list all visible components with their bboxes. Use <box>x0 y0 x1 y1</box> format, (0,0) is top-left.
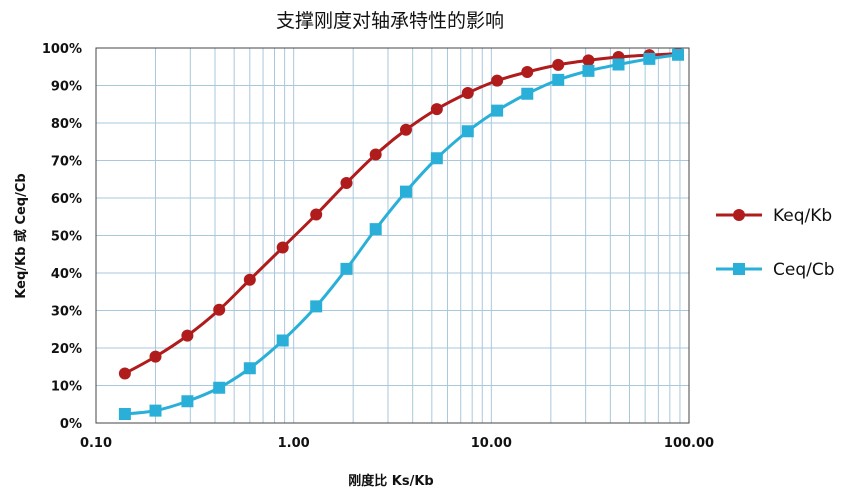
y-axis-ticks: 0% 10% 20% 30% 40% 50% 60% 70% 80% 90% 100% <box>42 42 82 432</box>
x-axis-label: 刚度比 Ks/Kb <box>348 473 433 489</box>
legend: Keq/Kb Ceq/Cb <box>716 206 835 280</box>
y-tick-label: 10% <box>51 380 82 395</box>
data-point <box>310 208 323 221</box>
data-point <box>430 103 443 116</box>
data-point <box>181 329 194 342</box>
data-point <box>149 404 162 417</box>
data-point <box>340 177 353 189</box>
y-tick-label: 40% <box>51 267 82 282</box>
series-1 <box>118 47 685 380</box>
data-point <box>399 123 412 136</box>
x-tick-label: 10.00 <box>471 436 512 451</box>
data-point <box>643 52 656 65</box>
data-point <box>461 87 474 99</box>
data-point <box>582 54 595 67</box>
grid <box>96 48 689 423</box>
data-point <box>582 64 595 77</box>
y-tick-label: 90% <box>51 80 82 95</box>
y-tick-label: 0% <box>60 417 82 432</box>
data-point <box>118 367 131 380</box>
data-point <box>491 74 504 87</box>
y-tick-label: 50% <box>51 230 82 245</box>
data-point <box>243 273 256 286</box>
data-point <box>310 300 323 313</box>
legend-marker <box>733 263 745 275</box>
data-point <box>521 87 534 100</box>
y-tick-label: 30% <box>51 305 82 320</box>
y-tick-label: 60% <box>51 192 82 207</box>
data-point <box>552 58 565 71</box>
legend-marker <box>733 209 745 221</box>
y-tick-label: 70% <box>51 155 82 170</box>
data-point <box>369 148 382 161</box>
data-point <box>213 381 226 394</box>
series-line <box>124 52 679 375</box>
data-point <box>491 104 504 117</box>
series-layer <box>118 47 685 420</box>
chart-title: 支撑刚度对轴承特性的影响 <box>276 10 504 32</box>
data-point <box>399 185 412 198</box>
data-point <box>521 66 534 78</box>
x-tick-label: 0.10 <box>80 436 112 451</box>
data-point <box>149 350 162 363</box>
data-point <box>243 362 256 375</box>
data-point <box>612 58 625 71</box>
data-point <box>213 303 226 316</box>
x-tick-label: 100.00 <box>664 436 714 451</box>
legend-label: Ceq/Cb <box>773 260 835 280</box>
y-tick-label: 80% <box>51 117 82 132</box>
data-point <box>672 48 685 61</box>
data-point <box>118 408 131 420</box>
data-point <box>552 73 565 86</box>
legend-label: Keq/Kb <box>773 206 832 226</box>
data-point <box>276 334 289 347</box>
y-axis-label: Keq/Kb 或 Ceq/Cb <box>13 173 29 298</box>
series-line <box>124 53 679 416</box>
x-axis-ticks: 0.10 1.00 10.00 100.00 <box>80 436 714 451</box>
series-2 <box>118 48 685 420</box>
data-point <box>181 395 194 408</box>
data-point <box>461 125 474 138</box>
x-tick-label: 1.00 <box>278 436 310 451</box>
data-point <box>369 223 382 236</box>
y-tick-label: 20% <box>51 342 82 357</box>
y-tick-label: 100% <box>42 42 82 57</box>
data-point <box>340 262 353 275</box>
data-point <box>430 152 443 165</box>
plot-frame <box>95 47 690 424</box>
data-point <box>276 241 289 254</box>
